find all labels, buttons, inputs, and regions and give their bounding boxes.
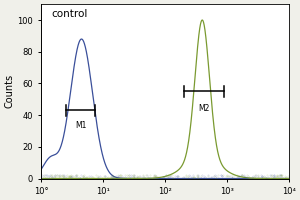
Text: M2: M2 [198,104,209,113]
Text: M1: M1 [75,121,86,130]
Text: control: control [51,9,87,19]
Y-axis label: Counts: Counts [4,74,14,108]
